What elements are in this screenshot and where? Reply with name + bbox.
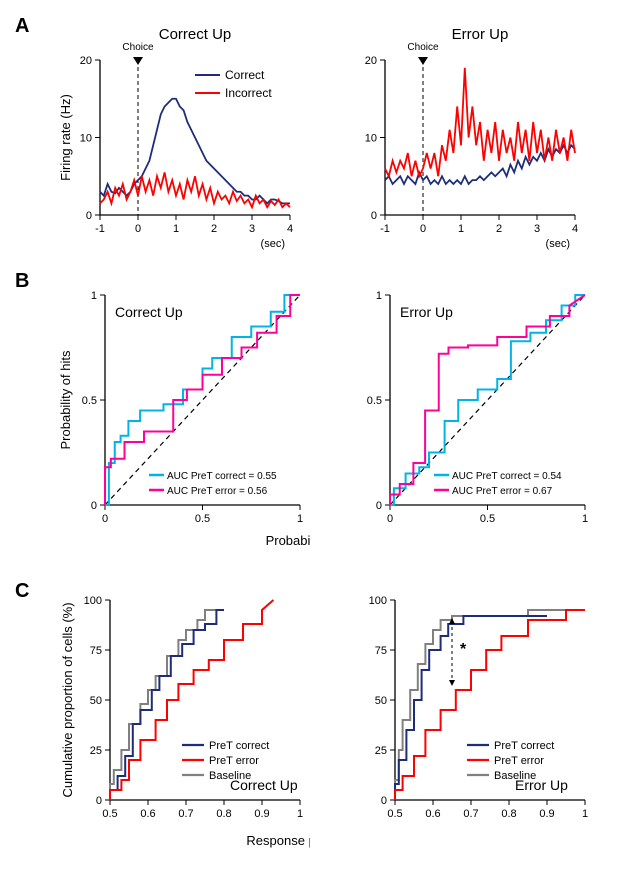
svg-text:4: 4 [287, 223, 293, 235]
svg-text:0.5: 0.5 [480, 513, 495, 525]
svg-text:PreT error: PreT error [209, 755, 259, 767]
svg-text:Correct: Correct [225, 68, 265, 82]
svg-text:0.5: 0.5 [102, 808, 117, 820]
svg-text:PreT correct: PreT correct [494, 740, 554, 752]
panel-label-b: B [15, 270, 29, 293]
figure-container: A B C Correct Up-10123401020ChoiceFiring… [15, 15, 610, 873]
svg-text:0: 0 [102, 513, 108, 525]
svg-text:AUC PreT correct = 0.55: AUC PreT correct = 0.55 [167, 471, 277, 482]
svg-text:-1: -1 [380, 223, 390, 235]
svg-text:20: 20 [80, 55, 92, 67]
svg-text:0.5: 0.5 [195, 513, 210, 525]
svg-text:100: 100 [369, 595, 387, 607]
svg-text:Firing rate (Hz): Firing rate (Hz) [60, 94, 73, 181]
svg-text:Incorrect: Incorrect [225, 86, 272, 100]
svg-text:0: 0 [91, 500, 97, 512]
svg-text:0.9: 0.9 [254, 808, 269, 820]
svg-text:10: 10 [365, 133, 377, 145]
svg-text:0: 0 [420, 223, 426, 235]
svg-text:100: 100 [84, 595, 102, 607]
svg-text:PreT correct: PreT correct [209, 740, 269, 752]
svg-text:20: 20 [365, 55, 377, 67]
svg-text:2: 2 [211, 223, 217, 235]
svg-text:1: 1 [458, 223, 464, 235]
svg-text:4: 4 [572, 223, 578, 235]
svg-text:1: 1 [582, 808, 588, 820]
svg-text:Choice: Choice [407, 42, 439, 53]
svg-text:0.9: 0.9 [539, 808, 554, 820]
svg-text:2: 2 [496, 223, 502, 235]
svg-text:0: 0 [381, 795, 387, 807]
svg-text:0: 0 [371, 210, 377, 222]
svg-text:1: 1 [582, 513, 588, 525]
svg-text:0.5: 0.5 [367, 395, 382, 407]
panel-a-left-chart: Correct Up-10123401020ChoiceFiring rate … [60, 25, 310, 255]
svg-text:10: 10 [80, 133, 92, 145]
svg-text:75: 75 [375, 645, 387, 657]
svg-text:0: 0 [135, 223, 141, 235]
svg-text:0.7: 0.7 [463, 808, 478, 820]
svg-text:(sec): (sec) [546, 238, 570, 250]
svg-text:*: * [460, 641, 467, 658]
svg-text:1: 1 [173, 223, 179, 235]
svg-text:0.8: 0.8 [216, 808, 231, 820]
panel-c-right-chart: 0.50.60.70.80.910255075100Error Up*PreT … [345, 590, 595, 860]
svg-text:Cumulative proportion of cells: Cumulative proportion of cells (%) [60, 602, 75, 797]
svg-text:Choice: Choice [122, 42, 154, 53]
svg-text:(sec): (sec) [261, 238, 285, 250]
svg-text:Probability of hits: Probability of hits [60, 350, 73, 449]
svg-text:Response prediction index (RPI: Response prediction index (RPI) [246, 833, 310, 848]
svg-text:3: 3 [534, 223, 540, 235]
svg-text:Baseline: Baseline [209, 770, 251, 782]
svg-text:25: 25 [375, 745, 387, 757]
svg-text:0.5: 0.5 [387, 808, 402, 820]
svg-text:AUC PreT error = 0.67: AUC PreT error = 0.67 [452, 486, 553, 497]
svg-text:Probability of false alarms: Probability of false alarms [266, 533, 310, 548]
panel-a-right-chart: Error Up-10123401020Choice(sec) [345, 25, 595, 255]
svg-text:0.6: 0.6 [425, 808, 440, 820]
panel-b-left-chart: 0 0.5 1 0 0.5 1 Correct Up AUC PreT correct = 0… [60, 280, 310, 560]
panel-label-a: A [15, 15, 29, 38]
panel-b-right-chart: 0 0.5 1 0 0.5 1 Error Up AUC PreT correct = 0.5… [345, 280, 595, 560]
svg-text:1: 1 [91, 290, 97, 302]
panel-c-left-chart: 0.50.60.70.80.910255075100Correct UpCumu… [60, 590, 310, 860]
svg-text:Correct Up: Correct Up [115, 304, 183, 320]
svg-text:AUC PreT correct = 0.54: AUC PreT correct = 0.54 [452, 471, 562, 482]
svg-text:Error Up: Error Up [452, 26, 509, 43]
svg-text:25: 25 [90, 745, 102, 757]
svg-text:1: 1 [297, 808, 303, 820]
svg-text:75: 75 [90, 645, 102, 657]
svg-text:Error Up: Error Up [400, 304, 453, 320]
svg-text:0.6: 0.6 [140, 808, 155, 820]
svg-text:0: 0 [86, 210, 92, 222]
svg-text:Baseline: Baseline [494, 770, 536, 782]
svg-text:AUC PreT error = 0.56: AUC PreT error = 0.56 [167, 486, 268, 497]
svg-text:0.7: 0.7 [178, 808, 193, 820]
svg-text:0: 0 [376, 500, 382, 512]
svg-text:50: 50 [375, 695, 387, 707]
svg-text:0.8: 0.8 [501, 808, 516, 820]
svg-text:1: 1 [297, 513, 303, 525]
svg-text:0: 0 [96, 795, 102, 807]
svg-text:3: 3 [249, 223, 255, 235]
svg-text:0.5: 0.5 [82, 395, 97, 407]
svg-text:50: 50 [90, 695, 102, 707]
svg-text:-1: -1 [95, 223, 105, 235]
panel-label-c: C [15, 580, 29, 603]
svg-text:PreT error: PreT error [494, 755, 544, 767]
svg-text:1: 1 [376, 290, 382, 302]
svg-text:Correct Up: Correct Up [159, 26, 232, 43]
svg-text:0: 0 [387, 513, 393, 525]
